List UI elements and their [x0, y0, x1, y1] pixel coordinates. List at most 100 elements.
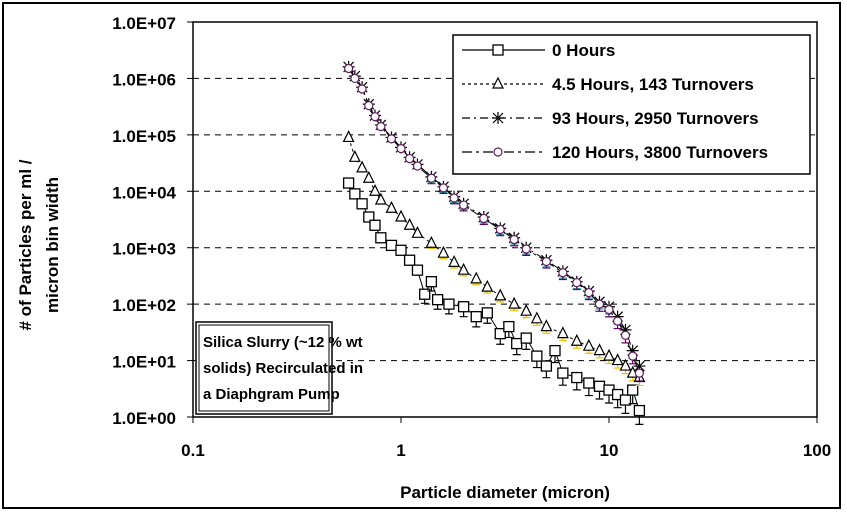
circle-marker [438, 183, 449, 193]
circle-marker [594, 299, 605, 309]
square-marker [571, 371, 583, 384]
series-line [348, 182, 640, 411]
square-marker [520, 332, 532, 344]
circle-marker [396, 144, 406, 154]
circle-marker [376, 122, 386, 132]
circle-marker [521, 244, 531, 254]
triangle-marker [385, 200, 398, 213]
star-marker [633, 360, 646, 373]
data-marks [342, 60, 646, 425]
square-marker [470, 311, 482, 323]
star-marker [626, 344, 639, 357]
y-tick-label: 1.0E+04 [112, 183, 176, 202]
square-marker [481, 307, 493, 319]
square-marker [385, 239, 398, 252]
square-marker [593, 380, 606, 392]
triangle-marker [342, 130, 355, 143]
y-tick-label: 1.0E+07 [112, 14, 176, 33]
circle-marker [495, 224, 505, 235]
triangle-marker [530, 311, 543, 324]
triangle-marker [492, 76, 504, 89]
triangle-marker [369, 183, 381, 196]
circle-marker [412, 161, 423, 171]
square-marker [356, 198, 368, 210]
square-marker [369, 219, 381, 231]
square-marker [511, 337, 523, 350]
series-3 [344, 63, 644, 382]
circle-marker [628, 351, 638, 361]
triangle-marker [593, 343, 606, 356]
legend-label: 120 Hours, 3800 Turnovers [552, 143, 768, 162]
square-marker [531, 350, 543, 362]
figure-frame [2, 2, 841, 509]
series-1 [342, 130, 646, 387]
star-marker [492, 112, 504, 124]
circle-marker [370, 112, 380, 122]
triangle-marker [470, 271, 483, 284]
y-tick-label: 1.0E+02 [112, 296, 176, 315]
triangle-marker [611, 353, 624, 366]
y-axis-label-line-1: # of Particles per ml / [16, 159, 35, 330]
annotation-box: Silica Slurry (~12 % wt solids) Recircul… [195, 321, 363, 415]
triangle-marker [570, 333, 583, 346]
square-marker [540, 360, 553, 372]
circle-marker [634, 368, 644, 378]
circle-marker [405, 153, 415, 164]
square-marker [363, 211, 375, 223]
y-tick-label: 1.0E+06 [112, 70, 176, 89]
triangle-marker [619, 358, 632, 371]
legend-label: 4.5 Hours, 143 Turnovers [552, 75, 754, 94]
y-tick-label: 1.0E+00 [112, 409, 176, 428]
circle-marker [459, 200, 469, 210]
square-marker [395, 244, 407, 256]
square-marker [492, 44, 504, 56]
series-line [348, 68, 640, 374]
square-marker [431, 294, 444, 306]
annotation-line-3: a Diaphgram Pump [203, 386, 340, 403]
triangle-marker [437, 245, 450, 258]
triangle-marker [481, 279, 494, 292]
triangle-marker [457, 262, 470, 275]
series-0 [342, 177, 646, 425]
circle-marker [613, 316, 623, 326]
square-marker [403, 254, 416, 266]
square-marker [557, 367, 569, 379]
triangle-marker [582, 338, 595, 351]
y-axis-label-line-2: micron bin width [43, 177, 62, 313]
x-tick-label: 10 [600, 441, 619, 460]
star-marker [619, 323, 632, 336]
triangle-marker [395, 209, 407, 222]
square-marker [633, 404, 646, 417]
circle-marker [572, 278, 582, 288]
triangle-marker [520, 303, 533, 316]
triangle-marker [556, 326, 569, 339]
triangle-marker [362, 170, 375, 183]
square-marker [375, 232, 387, 244]
triangle-marker [356, 160, 369, 173]
annotation-line-2: solids) Recirculated in [203, 360, 363, 377]
circle-marker [493, 147, 503, 157]
circle-marker [584, 288, 594, 298]
circle-marker [350, 73, 360, 84]
legend: 0 Hours 4.5 Hours, 143 Turnovers 93 Hours,… [452, 34, 811, 175]
triangle-marker [411, 225, 424, 238]
triangle-marker [425, 235, 438, 248]
circle-marker [449, 193, 459, 203]
y-tick-label: 1.0E+03 [112, 240, 176, 259]
circle-marker [426, 173, 436, 183]
y-tick-label: 1.0E+01 [112, 353, 176, 372]
circle-marker [604, 305, 614, 315]
square-marker [443, 298, 455, 310]
legend-label: 0 Hours [552, 41, 615, 60]
circle-marker [479, 213, 489, 224]
square-marker [619, 394, 632, 406]
triangle-marker [603, 348, 615, 361]
square-marker [457, 301, 470, 313]
circle-marker [509, 234, 519, 245]
triangle-marker [348, 149, 361, 162]
circle-marker [357, 84, 367, 94]
circle-marker [620, 330, 631, 340]
square-marker [342, 177, 355, 189]
circle-marker [364, 100, 374, 111]
